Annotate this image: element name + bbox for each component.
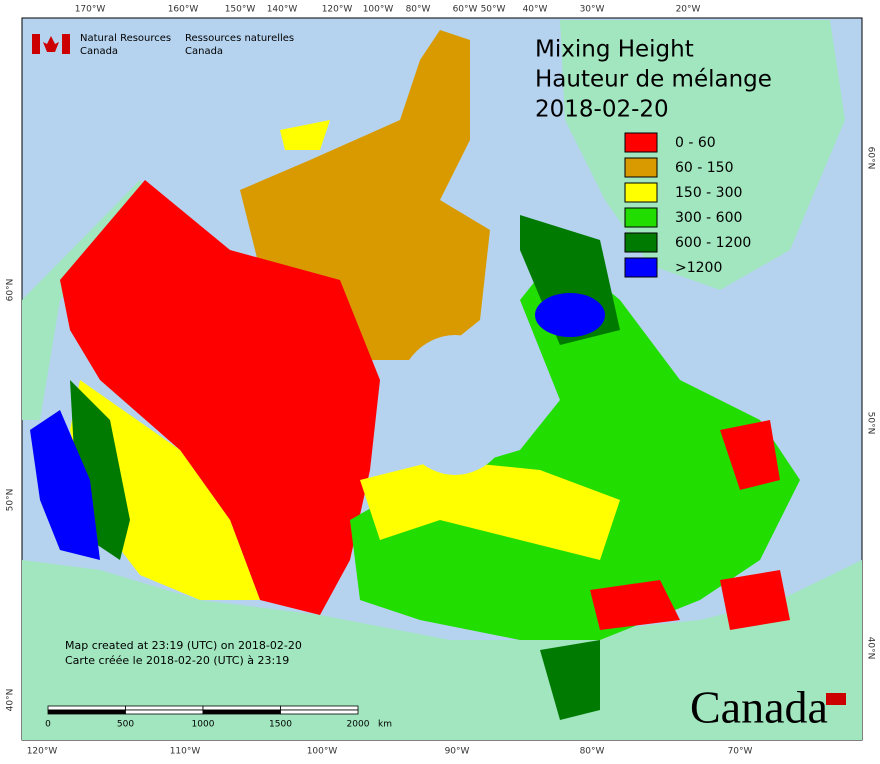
- zone-red: [60, 180, 380, 615]
- graticule-label: 140°W: [267, 5, 298, 15]
- zone-blue: [535, 293, 605, 337]
- legend-label: 0 - 60: [675, 135, 716, 151]
- scale-segment: [47, 709, 126, 715]
- legend-swatch: [624, 182, 658, 203]
- graticule-label: 110°W: [170, 747, 201, 757]
- mixing-height-field: [30, 30, 800, 720]
- zone-red: [590, 580, 680, 630]
- zone-yellow: [280, 120, 330, 150]
- graticule-label: 70°W: [728, 747, 753, 757]
- zone-red: [720, 570, 790, 630]
- graticule-label: 20°W: [676, 5, 701, 15]
- scale-segment: [125, 709, 204, 715]
- scale-segment: [125, 705, 204, 711]
- logo-text: Ressources naturelles: [185, 33, 294, 44]
- zone-darkgreen: [540, 640, 600, 720]
- hudson-bay: [395, 335, 515, 475]
- graticule-label: 170°W: [75, 5, 106, 15]
- graticule-label: 60°N: [866, 147, 876, 170]
- scale-segment: [280, 709, 359, 715]
- credit: Carte créée le 2018-02-20 (UTC) à 23:19: [65, 654, 289, 667]
- graticule-label: 60°W: [453, 5, 478, 15]
- legend-swatch: [624, 132, 658, 153]
- graticule-label: 30°W: [580, 5, 605, 15]
- title: Hauteur de mélange: [535, 67, 772, 93]
- logo-text: Canada: [80, 46, 118, 57]
- graticule-label: 100°W: [307, 747, 338, 757]
- graticule-label: 40°N: [6, 689, 16, 712]
- usa: [22, 560, 862, 740]
- graticule-label: 100°W: [363, 5, 394, 15]
- wordmark: Canada: [690, 682, 828, 733]
- legend-swatch: [624, 157, 658, 178]
- graticule-label: 50°W: [481, 5, 506, 15]
- flag-bar: [32, 34, 40, 54]
- scale-label: 1000: [192, 720, 215, 730]
- legend-swatch: [624, 207, 658, 228]
- graticule-label: 120°W: [27, 747, 58, 757]
- graticule-label: 60°N: [6, 279, 16, 302]
- legend-label: >1200: [675, 260, 722, 276]
- scale-segment: [47, 705, 126, 711]
- graticule-label: 80°W: [580, 747, 605, 757]
- logo: [32, 34, 70, 54]
- graticule-label: 160°W: [168, 5, 199, 15]
- graticule-label: 40°N: [866, 637, 876, 660]
- scale-segment: [202, 705, 281, 711]
- logo-text: Natural Resources: [80, 33, 171, 44]
- scale-label: 2000: [347, 720, 370, 730]
- legend-label: 300 - 600: [675, 210, 742, 226]
- title: 2018-02-20: [535, 97, 669, 123]
- graticule-label: 50°N: [866, 412, 876, 435]
- graticule-label: 80°W: [406, 5, 431, 15]
- zone-red: [720, 420, 780, 490]
- zone-blue: [30, 410, 100, 560]
- legend-label: 600 - 1200: [675, 235, 751, 251]
- scale-segment: [202, 709, 281, 715]
- graticule-label: 150°W: [225, 5, 256, 15]
- flag-bar: [62, 34, 70, 54]
- graticule-label: 90°W: [445, 747, 470, 757]
- scale-label: 1500: [269, 720, 292, 730]
- scale-segment: [280, 705, 359, 711]
- scale-label: 0: [45, 720, 51, 730]
- scale-label: 500: [117, 720, 134, 730]
- legend-label: 60 - 150: [675, 160, 734, 176]
- zone-green: [350, 250, 800, 640]
- title: Mixing Height: [535, 37, 694, 63]
- wordmark-flag: [826, 693, 846, 705]
- flag-leaf: [43, 36, 59, 52]
- legend-label: 150 - 300: [675, 185, 742, 201]
- zone-yellow: [360, 460, 620, 560]
- legend-swatch: [624, 257, 658, 278]
- generated: 0 - 60 60 - 150 150 - 300 300 - 600 600 - 12…: [6, 5, 876, 757]
- scale-unit: km: [378, 720, 392, 730]
- graticule-label: 40°W: [523, 5, 548, 15]
- credit: Map created at 23:19 (UTC) on 2018-02-20: [65, 639, 302, 652]
- graticule-label: 120°W: [322, 5, 353, 15]
- logo-text: Canada: [185, 46, 223, 57]
- graticule-label: 50°N: [6, 489, 16, 512]
- legend-swatch: [624, 232, 658, 253]
